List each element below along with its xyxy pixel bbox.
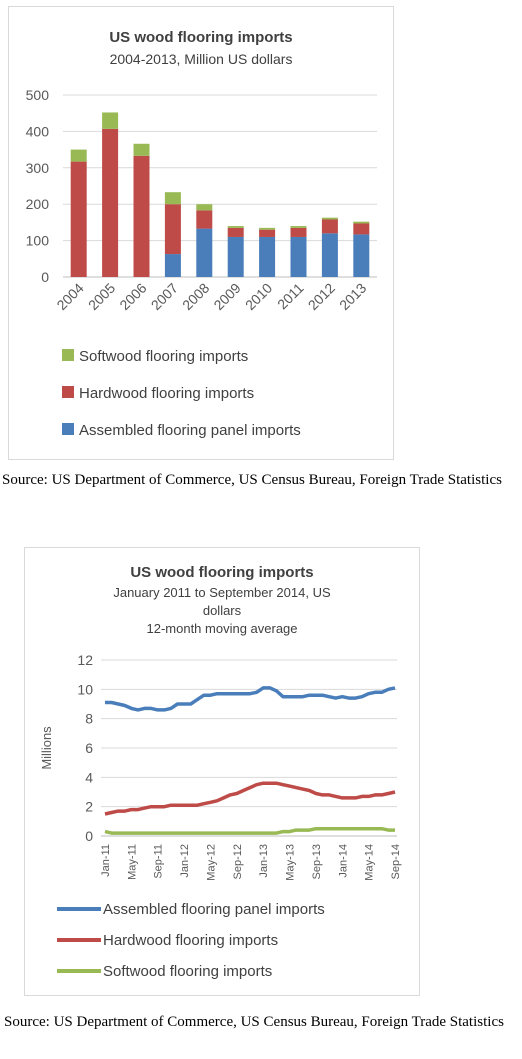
bar-2013-series-0 — [353, 234, 370, 277]
bar-2007-series-0 — [164, 254, 181, 277]
bar-2006-series-1 — [133, 155, 150, 277]
line-chart-subtitle-2: dollars — [202, 603, 242, 618]
bar-2012-series-2 — [321, 217, 338, 220]
x-tick-label: May-11 — [126, 844, 138, 880]
y-tick-label: 100 — [26, 233, 50, 249]
x-tick-label: Jan-13 — [258, 844, 270, 878]
x-tick-label: 2012 — [305, 280, 338, 313]
x-tick-label: 2005 — [85, 280, 118, 313]
y-tick-label: 12 — [77, 652, 93, 668]
x-tick-label: Jan-14 — [337, 844, 349, 878]
bar-2008-series-2 — [196, 204, 213, 211]
bar-2004-series-2 — [70, 149, 87, 162]
y-tick-label: 4 — [85, 769, 93, 785]
line-chart-svg: 0 2 4 6 8 10 12 Millions Jan-11 May-11 Sep-11 Jan-1… — [39, 652, 402, 980]
x-tick-label: Sep-12 — [232, 844, 244, 879]
y-axis-label: Millions — [39, 726, 54, 770]
line-chart-subtitle-1: January 2011 to September 2014, US — [113, 585, 331, 600]
y-tick-label: 300 — [26, 160, 50, 176]
x-tick-label: Sep-13 — [311, 844, 323, 879]
bar-2005-series-2 — [102, 112, 119, 129]
x-tick-label: 2008 — [179, 280, 212, 313]
x-tick-label: 2013 — [336, 280, 369, 313]
bar-2011-series-1 — [290, 227, 307, 237]
legend-label: Assembled flooring panel imports — [103, 901, 325, 918]
y-tick-label: 500 — [26, 87, 50, 103]
x-tick-label: May-14 — [364, 844, 376, 881]
bar-2013-series-2 — [353, 221, 370, 224]
bar-2012-series-1 — [321, 219, 338, 234]
line-chart-title: US wood flooring imports — [130, 564, 314, 581]
x-tick-label: 2010 — [242, 280, 275, 313]
x-tick-label: Sep-14 — [390, 844, 402, 879]
bar-2012-series-0 — [321, 233, 338, 277]
bar-2004-series-1 — [70, 161, 87, 277]
bar-2007-series-1 — [164, 204, 181, 255]
bar-2009-series-0 — [227, 236, 244, 277]
legend-swatch — [62, 349, 74, 361]
bar-2008-series-1 — [196, 210, 213, 229]
line-series-2 — [104, 826, 395, 835]
bar-2006-series-2 — [133, 143, 150, 156]
legend-label: Hardwood flooring imports — [79, 385, 254, 402]
x-tick-label: 2009 — [210, 280, 243, 313]
x-tick-label: 2006 — [116, 280, 149, 313]
legend-swatch — [62, 386, 74, 398]
x-tick-label: Jan-12 — [179, 844, 191, 878]
bar-chart-svg: 0 100 200 300 400 500 200420052006200720082009… — [26, 87, 377, 439]
bar-2009-series-2 — [227, 226, 244, 228]
x-tick-label: 2007 — [148, 280, 181, 313]
y-tick-label: 10 — [77, 681, 93, 697]
legend-swatch — [62, 423, 74, 435]
y-tick-label: 0 — [85, 828, 93, 844]
y-tick-label: 8 — [85, 711, 93, 727]
bar-2011-series-2 — [290, 226, 307, 228]
line-chart-source: Source: US Department of Commerce, US Ce… — [4, 1014, 504, 1030]
bar-2010-series-1 — [259, 229, 276, 237]
line-series-1 — [104, 781, 396, 816]
bar-2010-series-0 — [259, 236, 276, 277]
x-tick-label: Jan-11 — [100, 844, 112, 877]
bar-2009-series-1 — [227, 227, 244, 237]
legend-label: Softwood flooring imports — [79, 348, 248, 365]
bar-2005-series-1 — [102, 128, 119, 277]
legend-label: Softwood flooring imports — [103, 963, 272, 980]
y-tick-label: 0 — [41, 269, 49, 285]
x-tick-label: 2004 — [53, 280, 86, 313]
x-tick-label: Sep-11 — [153, 844, 165, 879]
bar-2011-series-0 — [290, 236, 307, 277]
bar-2007-series-2 — [164, 192, 181, 205]
legend-label: Hardwood flooring imports — [103, 932, 278, 949]
y-tick-label: 6 — [85, 740, 93, 756]
bar-2008-series-0 — [196, 228, 213, 277]
bar-chart-subtitle: 2004-2013, Million US dollars — [109, 51, 293, 67]
bar-2013-series-1 — [353, 223, 370, 235]
line-chart-panel: US wood flooring imports January 2011 to… — [24, 547, 420, 996]
line-series-0 — [105, 686, 396, 712]
y-tick-label: 200 — [26, 196, 50, 212]
y-tick-label: 2 — [85, 799, 93, 815]
line-chart-subtitle-3: 12-month moving average — [146, 621, 298, 636]
x-tick-label: 2011 — [274, 280, 307, 313]
bar-2010-series-2 — [259, 227, 276, 230]
legend-label: Assembled flooring panel imports — [79, 422, 301, 439]
x-tick-label: May-12 — [205, 844, 217, 881]
y-tick-label: 400 — [26, 123, 50, 139]
x-tick-label: May-13 — [285, 844, 297, 881]
bar-chart-panel: US wood flooring imports 2004-2013, Mill… — [8, 6, 394, 460]
bar-chart-source: Source: US Department of Commerce, US Ce… — [2, 472, 502, 488]
bar-chart-title: US wood flooring imports — [109, 29, 293, 46]
